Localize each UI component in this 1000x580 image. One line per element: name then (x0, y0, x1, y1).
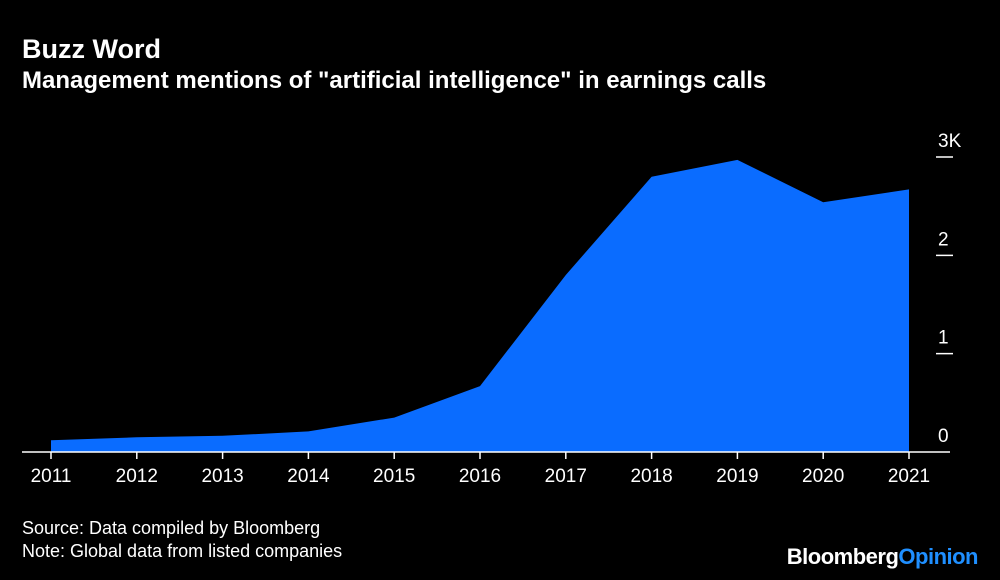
x-tick-label-2016: 2016 (459, 466, 501, 487)
x-tick-label-2011: 2011 (31, 466, 72, 487)
y-tick-label-1: 1 (938, 328, 949, 349)
x-tick-label-2020: 2020 (802, 466, 844, 487)
chart-title: Buzz Word (22, 34, 161, 64)
data-note: Note: Global data from listed companies (22, 541, 343, 561)
bloomberg-opinion-logo: BloombergOpinion (786, 544, 979, 570)
x-tick-label-2014: 2014 (287, 466, 330, 487)
x-axis: 2011 2012 2013 2014 2015 2016 2017 2018 2019 2020… (31, 452, 930, 487)
x-tick-label-2015: 2015 (373, 466, 415, 487)
chart-subtitle: Management mentions of "artificial intel… (22, 67, 767, 94)
x-tick-label-2018: 2018 (630, 466, 672, 487)
x-tick-label-2017: 2017 (545, 466, 587, 487)
source-note: Source: Data compiled by Bloomberg (22, 518, 321, 538)
logo-sub-text: Opinion (898, 544, 978, 569)
y-tick-label-0: 0 (938, 426, 949, 447)
x-tick-label-2021: 2021 (888, 466, 930, 487)
x-tick-label-2013: 2013 (201, 466, 243, 487)
area-series (51, 159, 909, 452)
x-tick-label-2012: 2012 (116, 466, 158, 487)
y-tick-label-3K: 3K (938, 131, 962, 152)
y-tick-label-2: 2 (938, 229, 949, 250)
x-tick-label-2019: 2019 (716, 466, 758, 487)
logo-brand-text: Bloomberg (786, 544, 899, 569)
y-axis: 0 1 2 3K (936, 131, 962, 447)
